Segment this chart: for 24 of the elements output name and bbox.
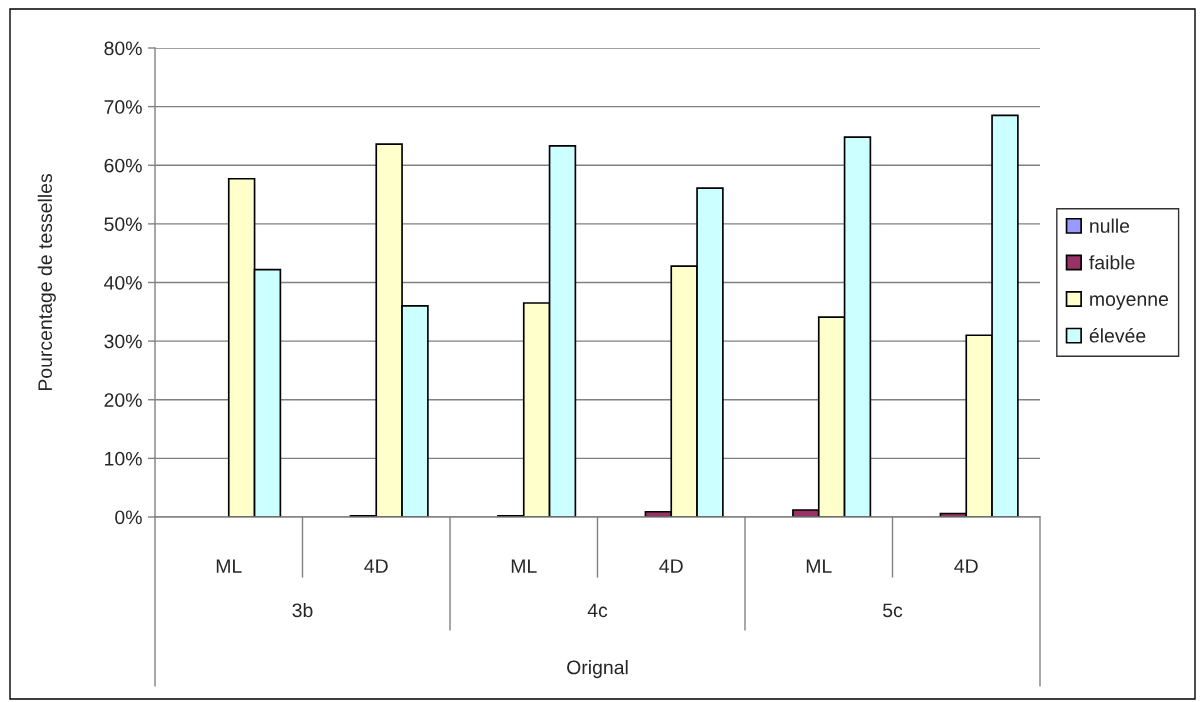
legend-label: nulle	[1090, 218, 1130, 233]
x-tick-label: 4D	[659, 559, 683, 573]
y-tick-label: 0%	[115, 510, 142, 525]
y-tick-label: 40%	[104, 275, 142, 290]
text: 5c	[883, 603, 903, 618]
x-tick-label: ML	[216, 559, 242, 573]
x-tick-label: 4D	[954, 559, 978, 573]
y-tick-label: 80%	[104, 41, 142, 56]
y-tick-label: 30%	[104, 334, 142, 349]
y-tick-label: 50%	[104, 217, 142, 232]
legend-label: moyenne	[1090, 295, 1169, 310]
y-tick-label: 20%	[104, 393, 142, 407]
text: 4c	[587, 603, 608, 618]
legend-label: faible	[1089, 255, 1135, 270]
y-axis-title: Pourcentage de tesselles	[37, 174, 56, 391]
legend-label: élevée	[1089, 328, 1146, 343]
y-tick-label: 70%	[104, 100, 142, 114]
y-tick-label: 60%	[104, 158, 142, 173]
text: 3b	[292, 602, 313, 618]
x-tick-label: 4D	[364, 559, 388, 573]
x-tick-label: ML	[511, 559, 537, 573]
y-tick-label: 10%	[105, 451, 142, 466]
x-axis-title: Orignal	[567, 660, 628, 679]
x-tick-label: ML	[806, 559, 832, 573]
